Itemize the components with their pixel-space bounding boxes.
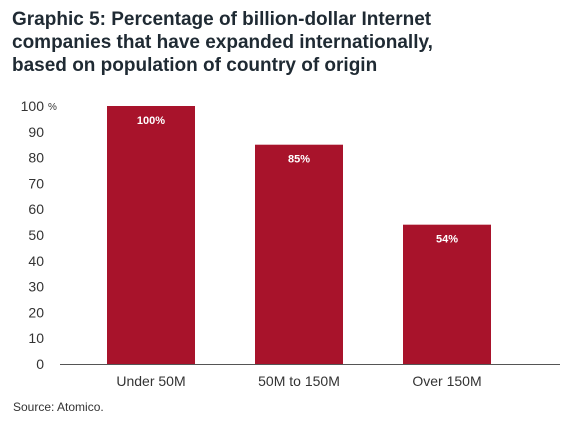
- y-tick-label: 10: [28, 330, 44, 346]
- y-tick-label: 50: [28, 227, 44, 243]
- y-tick-label: 80: [28, 150, 44, 166]
- y-tick-label: 90: [28, 124, 44, 140]
- bar-series: [107, 106, 491, 364]
- chart-title-line-2: companies that have expanded internation…: [12, 32, 433, 53]
- y-unit-label: %: [48, 102, 57, 113]
- chart-title: Graphic 5: Percentage of billion-dollar …: [12, 8, 567, 77]
- chart-title-line-3: based on population of country of origin: [12, 55, 378, 76]
- y-tick-label: 100: [21, 98, 45, 114]
- x-category-label: Under 50M: [116, 373, 185, 389]
- y-tick-label: 20: [28, 304, 44, 320]
- y-tick-label: 40: [28, 253, 44, 269]
- source-note: Source: Atomico.: [13, 400, 104, 414]
- chart-title-line-1: Graphic 5: Percentage of billion-dollar …: [12, 9, 432, 30]
- y-tick-label: 30: [28, 279, 44, 295]
- x-axis-category-labels: Under 50M 50M to 150M Over 150M: [116, 373, 481, 389]
- y-tick-label: 0: [36, 356, 44, 372]
- x-category-label: Over 150M: [412, 373, 481, 389]
- data-labels: 100% 85% 54%: [137, 115, 458, 246]
- y-tick-label: 60: [28, 201, 44, 217]
- y-tick-label: 70: [28, 175, 44, 191]
- bar: [107, 106, 195, 364]
- bar-value-label: 85%: [288, 154, 310, 166]
- bar-value-label: 54%: [436, 234, 458, 246]
- bar: [403, 224, 491, 364]
- y-axis-ticks: 0 10 20 30 40 50 60 70 80 90 100%: [21, 98, 57, 372]
- bar-value-label: 100%: [137, 115, 165, 127]
- bar: [255, 144, 343, 364]
- x-category-label: 50M to 150M: [258, 373, 340, 389]
